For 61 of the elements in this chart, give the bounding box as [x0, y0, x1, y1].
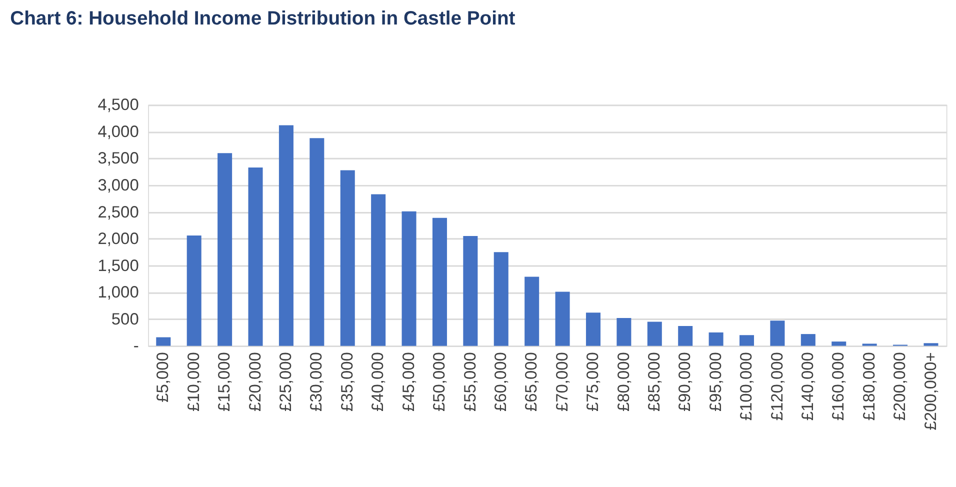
chart-title: Chart 6: Household Income Distribution in Castle Point [10, 8, 516, 30]
x-tick-label: £35,000 [338, 352, 356, 412]
y-tick-label: 2,500 [98, 203, 139, 222]
x-tick-label: £5,000 [154, 352, 172, 402]
bar [218, 153, 232, 346]
x-tick-label: £95,000 [706, 352, 725, 412]
x-tick-label: £65,000 [522, 352, 541, 412]
bar [494, 252, 508, 346]
x-tick-label: £25,000 [277, 352, 296, 412]
y-tick-label: 4,500 [98, 96, 139, 114]
bar [800, 334, 816, 346]
bar [678, 326, 693, 346]
bar [340, 170, 355, 346]
bar [402, 211, 416, 346]
y-tick-label: 1,000 [98, 284, 139, 302]
y-tick-label: 2,000 [98, 230, 139, 248]
bar [586, 312, 600, 346]
x-tick-label: £80,000 [614, 352, 633, 412]
y-tick-label: 3,500 [98, 150, 139, 168]
x-tick-label: £40,000 [369, 352, 388, 412]
bar [463, 236, 478, 346]
x-tick-label: £30,000 [308, 352, 326, 412]
x-tick-label: £200,000+ [922, 352, 940, 430]
bar [278, 125, 294, 346]
x-tick-label: £200,000 [891, 352, 910, 421]
x-tick-label: £10,000 [184, 352, 203, 412]
bar [310, 138, 324, 346]
x-tick-label: £180,000 [860, 352, 878, 421]
x-tick-label: £100,000 [738, 352, 756, 421]
x-tick-label: £70,000 [553, 352, 572, 412]
x-tick-label: £140,000 [799, 352, 817, 421]
x-tick-label: £55,000 [461, 352, 480, 412]
bar [924, 343, 938, 346]
y-tick-label: 500 [111, 310, 139, 328]
bar [708, 332, 724, 346]
y-tick-label: 3,000 [98, 176, 139, 195]
x-tick-label: £120,000 [768, 352, 786, 421]
y-tick-label: 4,000 [98, 122, 139, 141]
bar [524, 276, 540, 346]
bar [432, 218, 447, 346]
bar [616, 318, 632, 346]
bar [770, 320, 785, 346]
bar [832, 342, 846, 346]
x-tick-label: £160,000 [830, 352, 848, 421]
x-tick-label: £85,000 [645, 352, 664, 412]
x-tick-label: £90,000 [676, 352, 694, 412]
x-tick-label: £20,000 [246, 352, 264, 412]
x-tick-label: £50,000 [430, 352, 449, 412]
bar [186, 236, 202, 346]
bar [739, 335, 754, 346]
x-tick-label: £75,000 [584, 352, 602, 412]
bar [647, 322, 662, 346]
x-tick-label: £45,000 [400, 352, 418, 412]
y-tick-label: 1,500 [98, 256, 139, 275]
y-tick-label: - [133, 337, 139, 356]
x-tick-label: £15,000 [216, 352, 234, 412]
bar [248, 168, 263, 346]
bar [371, 194, 386, 346]
x-tick-label: £60,000 [492, 352, 510, 412]
bar [555, 292, 570, 346]
bar [156, 337, 171, 346]
